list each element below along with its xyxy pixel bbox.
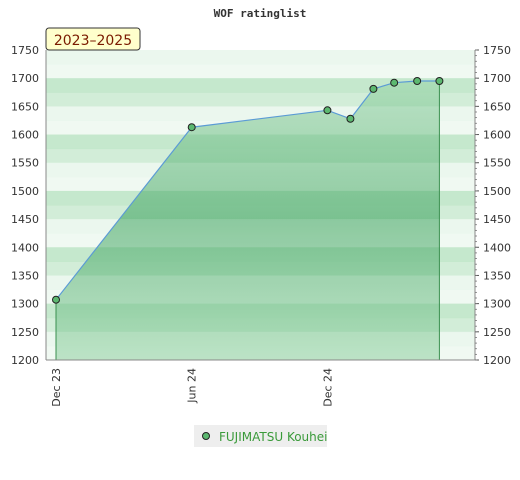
y-tick-label-right: 1200 xyxy=(483,354,511,367)
area-stripe xyxy=(56,331,440,360)
area-stripe xyxy=(56,219,440,248)
data-point xyxy=(413,77,422,85)
legend-marker-icon xyxy=(202,432,210,440)
area-fill xyxy=(56,81,440,360)
data-point xyxy=(323,106,332,115)
y-tick-label-right: 1300 xyxy=(483,298,511,311)
y-tick-label-right: 1600 xyxy=(483,129,511,142)
y-tick-label-left: 1450 xyxy=(11,213,39,226)
legend-label: FUJIMATSU Kouhei xyxy=(219,430,327,444)
y-tick-label-right: 1750 xyxy=(483,44,511,57)
data-marks xyxy=(52,77,444,304)
x-tick-label: Dec 23 xyxy=(50,368,63,407)
y-tick-label-right: 1500 xyxy=(483,185,511,198)
y-axis-left: 1200 1250 1300 1350 1400 1450 1500 1550 1600 1650… xyxy=(11,44,475,367)
y-tick-label-left: 1200 xyxy=(11,354,39,367)
background-band xyxy=(46,50,475,65)
legend[interactable]: FUJIMATSU Kouhei xyxy=(194,425,327,447)
y-tick-label-right: 1400 xyxy=(483,241,511,254)
y-tick-label-right: 1700 xyxy=(483,72,511,85)
data-point xyxy=(346,114,355,123)
y-tick-label-left: 1700 xyxy=(11,72,39,85)
x-tick-label: Dec 24 xyxy=(321,368,334,407)
period-label: 2023–2025 xyxy=(45,27,141,51)
chart-title: WOF ratinglist xyxy=(214,7,307,20)
y-tick-label-left: 1650 xyxy=(11,100,39,113)
y-tick-label-left: 1250 xyxy=(11,326,39,339)
y-axis-right: 1200 1250 1300 1350 1400 1450 1500 1550 1600 1650… xyxy=(474,44,511,367)
y-tick-label-right: 1250 xyxy=(483,326,511,339)
period-label-text: 2023–2025 xyxy=(54,33,132,49)
legend-box xyxy=(194,425,327,447)
background-band xyxy=(46,78,475,93)
y-tick-label-left: 1550 xyxy=(11,157,39,170)
y-tick-label-left: 1400 xyxy=(11,241,39,254)
data-point xyxy=(435,77,444,85)
data-point xyxy=(369,84,378,93)
y-tick-label-right: 1450 xyxy=(483,213,511,226)
y-tick-label-right: 1350 xyxy=(483,269,511,282)
y-tick-label-left: 1600 xyxy=(11,129,39,142)
y-tick-label-left: 1300 xyxy=(11,298,39,311)
period-label-box xyxy=(45,27,141,51)
x-tick-label: Jun 24 xyxy=(186,368,199,404)
data-point xyxy=(52,295,60,304)
y-tick-label-right: 1550 xyxy=(483,157,511,170)
y-tick-label-left: 1350 xyxy=(11,269,39,282)
y-tick-label-right: 1650 xyxy=(483,100,511,113)
y-tick-label-left: 1750 xyxy=(11,44,39,57)
data-point xyxy=(390,78,399,87)
data-point xyxy=(187,123,196,132)
y-tick-label-left: 1500 xyxy=(11,185,39,198)
area-stripe xyxy=(56,275,440,304)
background-band xyxy=(46,64,475,79)
x-axis: Dec 23 Jun 24 Dec 24 xyxy=(50,368,334,407)
